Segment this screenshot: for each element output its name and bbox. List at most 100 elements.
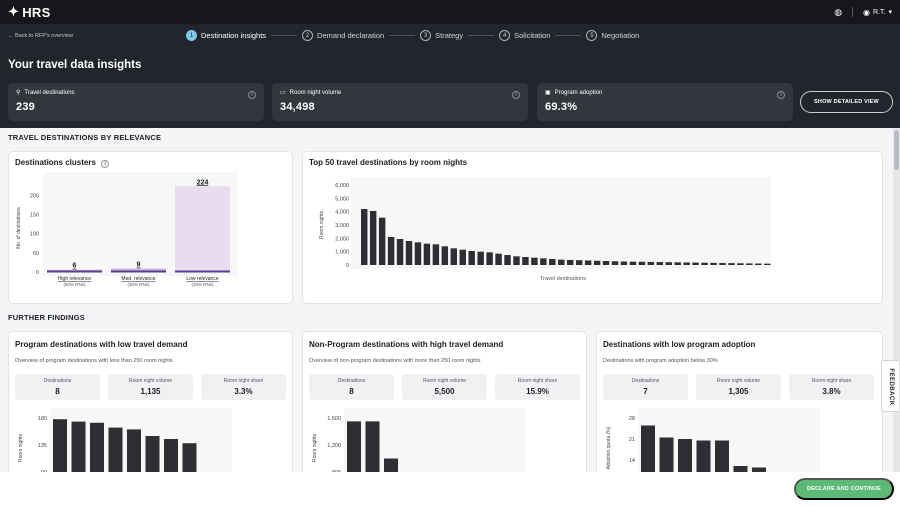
stat-room-night-share: Room night share 3.3% <box>201 374 286 400</box>
data-label: 6 <box>73 263 77 270</box>
step-number: 2 <box>302 30 314 41</box>
y-tick-label: 180 <box>38 416 47 422</box>
y-tick-label: 800 <box>332 470 341 472</box>
kpi-value: 34,498 <box>280 101 315 113</box>
hrs-logo[interactable]: ✦ HRS <box>8 4 51 20</box>
step-connector <box>468 35 495 36</box>
bar <box>450 248 458 265</box>
y-tick-label: 200 <box>30 193 39 199</box>
bar <box>432 244 440 265</box>
bar <box>369 211 377 265</box>
stat-value: 1,135 <box>140 387 161 396</box>
stat-value: 5,500 <box>434 387 455 396</box>
user-menu[interactable]: ◉ R.T. ▾ <box>863 8 892 17</box>
stat-room-night-volume: Room night volume 1,135 <box>108 374 193 400</box>
insights-header: Your travel data insights ⚲ Travel destin… <box>0 50 900 128</box>
y-tick-label: 1,000 <box>335 250 349 256</box>
stat-label: Room night volume <box>716 378 761 384</box>
stat-value: 8 <box>55 387 60 396</box>
step-destination-insights[interactable]: 1 Destination insights <box>186 30 266 41</box>
y-axis-label: Room nights <box>18 433 24 462</box>
bar <box>53 419 67 472</box>
step-demand-declaration[interactable]: 2 Demand declaration <box>302 30 384 41</box>
bar <box>365 421 380 472</box>
top-bar: ✦ HRS ◍ ◉ R.T. ▾ <box>0 0 900 24</box>
bar <box>361 209 368 265</box>
bar <box>659 437 674 472</box>
info-icon[interactable]: i <box>777 91 785 99</box>
bar <box>647 261 655 265</box>
finding-title: Destinations with low program adoption <box>603 340 756 349</box>
scrollbar-thumb[interactable] <box>894 130 899 170</box>
data-label: 9 <box>137 262 141 269</box>
scrollbar[interactable] <box>893 128 900 472</box>
bar <box>737 263 744 265</box>
kpi-room-night-volume: ▭ Room night volume 34,498 i <box>272 83 528 121</box>
bar <box>752 467 766 472</box>
y-tick-label: 28 <box>629 416 635 422</box>
bar <box>531 257 538 265</box>
step-label: Negotiation <box>601 31 640 40</box>
step-solicitation[interactable]: 4 Solicitation <box>499 30 550 41</box>
bar <box>728 263 735 265</box>
x-tick-label: Med. relevance <box>121 276 155 282</box>
x-tick-sublabel: (30% RNs) <box>127 282 150 287</box>
page-title: Your travel data insights <box>8 59 142 71</box>
stat-label: Destinations <box>43 378 72 384</box>
bar <box>477 251 484 265</box>
step-bar: ← Back to RFP's overview 1 Destination i… <box>0 24 900 50</box>
top50-chart: 0 1,000 2,000 3,000 4,000 5,000 6,000 Room nigh… <box>319 177 771 282</box>
bar <box>387 237 395 265</box>
bar <box>486 252 493 265</box>
y-tick-label: 50 <box>33 251 39 257</box>
step-strategy[interactable]: 3 Strategy <box>420 30 463 41</box>
info-icon[interactable]: i <box>248 91 256 99</box>
stepper: 1 Destination insights 2 Demand declarat… <box>186 30 639 41</box>
divider <box>852 7 854 17</box>
bar <box>733 466 748 472</box>
stat-label: Room night share <box>223 378 264 384</box>
y-tick-label: 21 <box>629 437 635 443</box>
declare-and-continue-button[interactable]: DECLARE AND CONTINUE <box>794 478 894 500</box>
info-icon[interactable]: i <box>101 160 110 168</box>
info-icon[interactable]: i <box>512 91 520 99</box>
bar <box>347 421 361 472</box>
bar <box>683 262 690 265</box>
bar <box>678 439 692 472</box>
top50-title: Top 50 travel destinations by room night… <box>309 158 468 167</box>
step-number: 1 <box>186 30 197 41</box>
y-tick-label: 14 <box>629 458 635 464</box>
step-number: 4 <box>499 30 511 41</box>
bar-baseline <box>175 270 230 273</box>
bar <box>182 443 197 472</box>
chevron-down-icon: ▾ <box>888 9 892 16</box>
step-label: Solicitation <box>514 31 551 40</box>
step-connector <box>555 35 582 36</box>
data-label: 224 <box>197 179 209 186</box>
bar <box>175 186 230 272</box>
bar <box>696 440 711 472</box>
bar <box>459 249 466 265</box>
back-link[interactable]: ← Back to RFP's overview <box>8 33 73 39</box>
location-pin-icon: ⚲ <box>16 90 21 96</box>
user-icon: ◉ <box>863 7 871 17</box>
stat-label: Destinations <box>631 378 660 384</box>
bar <box>692 262 699 265</box>
bar <box>558 259 565 265</box>
x-axis-label: Travel destinations <box>540 276 586 282</box>
bar <box>378 217 386 265</box>
show-detailed-view-button[interactable]: SHOW DETAILED VIEW <box>800 91 893 113</box>
feedback-label: FEEDBACK <box>888 368 894 406</box>
bar <box>111 268 166 272</box>
stat-value: 7 <box>643 387 648 396</box>
bar <box>567 259 574 265</box>
step-negotiation[interactable]: 5 Negotiation <box>586 30 639 41</box>
bar-baseline <box>111 270 166 273</box>
globe-icon[interactable]: ◍ <box>834 6 843 17</box>
bar <box>656 262 664 265</box>
feedback-tab[interactable]: FEEDBACK <box>881 360 899 412</box>
y-tick-label: 4,000 <box>335 210 349 216</box>
step-label: Strategy <box>435 31 464 40</box>
stat-label: Room night volume <box>422 378 467 384</box>
y-tick-label: 0 <box>346 263 349 269</box>
